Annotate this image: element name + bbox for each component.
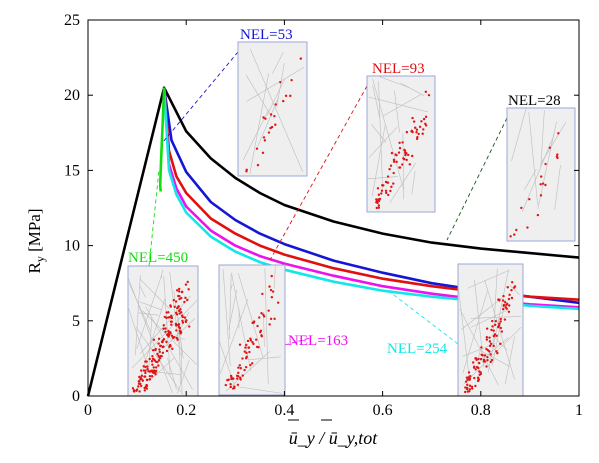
x-tick-label: 0 xyxy=(84,402,92,419)
series-label-nel-450: NEL=450 xyxy=(128,250,188,266)
series-line-6 xyxy=(158,87,166,192)
x-axis-ticks: 0 0.2 0.4 0.6 0.8 1 xyxy=(84,20,583,419)
leader-line xyxy=(284,337,311,346)
y-tick-label: 5 xyxy=(72,313,80,330)
leader-lines xyxy=(148,51,508,346)
x-tick-label: 0.4 xyxy=(274,402,294,419)
x-tick-label: 0.6 xyxy=(373,402,393,419)
y-axis-ticks: 0 5 10 15 20 25 xyxy=(64,12,579,405)
y-axis-label: Ry [MPa] xyxy=(25,208,47,273)
series-label-nel-254: NEL=254 xyxy=(387,341,448,357)
leader-line xyxy=(162,51,239,143)
x-tick-label: 0.2 xyxy=(176,402,196,419)
series-label-nel-53: NEL=53 xyxy=(240,27,293,43)
leader-line xyxy=(389,291,459,345)
x-tick-label: 1 xyxy=(575,402,583,419)
leader-line xyxy=(148,169,160,267)
y-tick-label: 0 xyxy=(72,388,80,405)
series-label-nel-28: NEL=28 xyxy=(508,93,561,109)
y-tick-label: 25 xyxy=(64,12,80,29)
mesh-inset-nel-53 xyxy=(237,41,308,177)
mesh-inset-nel-450 xyxy=(127,265,199,397)
y-tick-label: 15 xyxy=(64,162,80,179)
mesh-inset-nel-163 xyxy=(218,264,286,396)
leader-line xyxy=(269,85,368,261)
y-tick-label: 20 xyxy=(64,87,80,104)
mesh-insets xyxy=(127,41,576,397)
series-line-1 xyxy=(86,86,580,397)
x-axis-label-text: ū_y / ū_y,tot xyxy=(289,428,378,448)
x-axis-label: ū_y / ū_y,tot xyxy=(288,419,378,448)
mesh-inset-nel-93 xyxy=(366,75,436,213)
mesh-inset-nel-28 xyxy=(506,107,576,242)
series-labels: NEL=53 NEL=93 NEL=28 NEL=450 NEL=163 NEL=254 xyxy=(128,27,561,357)
mesh-inset-nel-254 xyxy=(457,263,524,397)
series-label-nel-163: NEL=163 xyxy=(288,333,348,349)
x-tick-label: 0.8 xyxy=(471,402,491,419)
leader-line xyxy=(446,117,508,241)
y-tick-label: 10 xyxy=(64,238,80,255)
series-label-nel-93: NEL=93 xyxy=(372,61,425,77)
plot-area xyxy=(87,19,580,397)
